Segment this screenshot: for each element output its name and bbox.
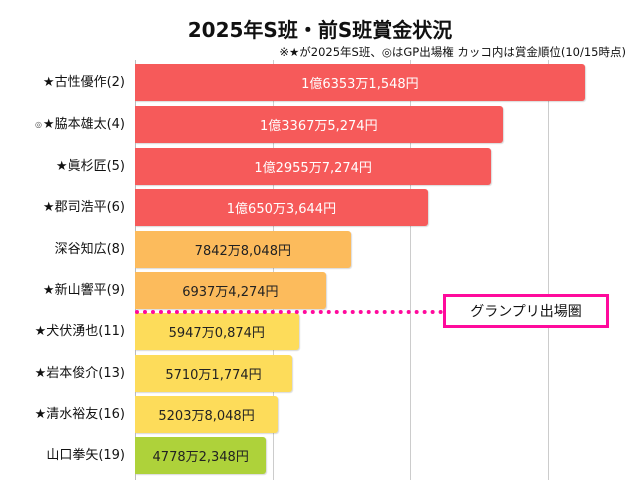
category-text: ★古性優作(2)	[42, 75, 125, 90]
data-label: 1億3367万5,274円	[260, 119, 378, 134]
bar: 4778万2,348円	[135, 437, 267, 474]
data-label: 7842万8,048円	[194, 244, 291, 259]
bar: 5947万0,874円	[135, 313, 299, 350]
bar: 7842万8,048円	[135, 231, 351, 268]
data-label: 4778万2,348円	[152, 450, 249, 465]
category-text: 山口拳矢(19)	[46, 448, 125, 463]
category-label: 深谷知広(8)	[55, 231, 125, 268]
data-label: 1億650万3,644円	[226, 202, 337, 217]
category-label: ★新山響平(9)	[43, 272, 125, 309]
data-label: 1億2955万7,274円	[254, 161, 372, 176]
category-text: ★岩本俊介(13)	[34, 366, 125, 381]
data-label: 5203万8,048円	[158, 409, 255, 424]
category-label: ◎★脇本雄太(4)	[35, 106, 125, 143]
bar: 5203万8,048円	[135, 396, 279, 433]
grand-prix-annotation: グランプリ出場圏	[443, 294, 609, 328]
category-text: ★眞杉匠(5)	[55, 159, 125, 174]
bar: 6937万4,274円	[135, 272, 326, 309]
category-text: ★犬伏湧也(11)	[34, 324, 125, 339]
category-label: 山口拳矢(19)	[46, 437, 125, 474]
grand-prix-cutoff-line	[135, 310, 443, 314]
category-label: ★犬伏湧也(11)	[35, 313, 125, 350]
category-label: ★郡司浩平(6)	[43, 189, 125, 226]
gridline	[272, 60, 274, 480]
chart-subtitle: ※★が2025年S班、◎はGP出場権 カッコ内は賞金順位(10/15時点)	[279, 45, 626, 59]
gridline	[547, 60, 549, 480]
category-text: ★清水裕友(16)	[34, 407, 125, 422]
data-label: 6937万4,274円	[182, 285, 279, 300]
data-label: 5947万0,874円	[168, 326, 265, 341]
bar: 1億650万3,644円	[135, 189, 428, 226]
bar: 1億6353万1,548円	[135, 64, 585, 101]
gp-qualified-mark: ◎	[34, 120, 42, 129]
data-label: 5710万1,774円	[165, 368, 262, 383]
category-text: ★脇本雄太(4)	[42, 117, 125, 132]
category-label: ★岩本俊介(13)	[35, 355, 125, 392]
bar: 1億3367万5,274円	[135, 106, 503, 143]
bar: 5710万1,774円	[135, 355, 293, 392]
chart-title: 2025年S班・前S班賞金状況	[187, 18, 453, 42]
y-axis-line	[135, 60, 136, 480]
category-text: ★新山響平(9)	[42, 283, 125, 298]
category-label: ★清水裕友(16)	[35, 396, 125, 433]
category-label: ★古性優作(2)	[43, 64, 125, 101]
data-label: 1億6353万1,548円	[301, 77, 419, 92]
category-text: ★郡司浩平(6)	[42, 200, 125, 215]
gridline	[410, 60, 411, 480]
category-label: ★眞杉匠(5)	[56, 148, 125, 185]
bar: 1億2955万7,274円	[135, 148, 492, 185]
category-text: 深谷知広(8)	[54, 242, 125, 257]
